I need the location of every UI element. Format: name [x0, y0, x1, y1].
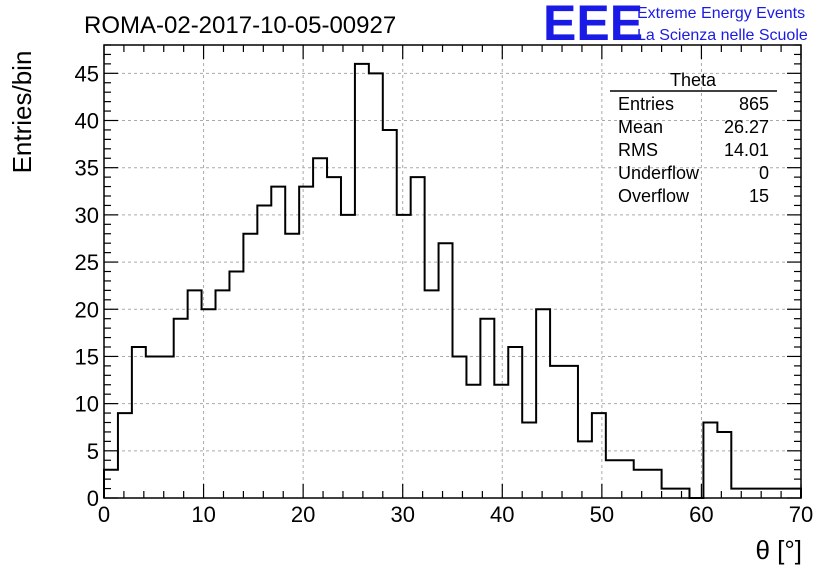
stats-label-entries: Entries	[618, 94, 674, 114]
histogram-bin	[132, 347, 146, 498]
x-tick-label: 70	[789, 502, 813, 527]
histogram-bin	[397, 215, 411, 498]
stats-label-overflow: Overflow	[618, 186, 690, 206]
x-tick-label: 40	[490, 502, 514, 527]
histogram-bin	[285, 234, 299, 498]
histogram-bin	[717, 432, 731, 498]
histogram-bin	[453, 356, 467, 498]
x-tick-label: 10	[191, 502, 215, 527]
y-tick-label: 35	[75, 156, 99, 181]
histogram-bin	[327, 177, 341, 498]
histogram-bin	[676, 489, 690, 498]
x-tick-label: 50	[590, 502, 614, 527]
y-tick-label: 10	[75, 392, 99, 417]
histogram-bin	[703, 423, 717, 499]
histogram-bin	[564, 366, 578, 498]
histogram-bin	[160, 356, 174, 498]
histogram-bin	[508, 347, 522, 498]
histogram-bin	[745, 489, 759, 498]
histogram-bin	[480, 319, 494, 498]
histogram-bin	[439, 243, 453, 498]
histogram-bin	[243, 234, 257, 498]
stats-value-entries: 865	[739, 94, 769, 114]
stats-box: Theta Entries 865 Mean 26.27 RMS 14.01 U…	[610, 70, 777, 206]
histogram-bin	[411, 177, 425, 498]
histogram-bin	[494, 385, 508, 498]
x-axis-title: θ [°]	[755, 535, 802, 565]
run-title: ROMA-02-2017-10-05-00927	[84, 12, 396, 39]
stats-value-underflow: 0	[759, 163, 769, 183]
stats-value-rms: 14.01	[724, 140, 769, 160]
histogram-outline	[103, 62, 802, 499]
stats-label-rms: RMS	[618, 140, 658, 160]
x-tick-label: 0	[98, 502, 110, 527]
histogram-bin	[648, 470, 662, 498]
histogram-bin	[578, 441, 592, 498]
histogram-bin	[313, 158, 327, 498]
histogram-bin	[202, 309, 216, 498]
histogram-bin	[522, 423, 536, 499]
stats-label-underflow: Underflow	[618, 163, 700, 183]
stats-label-mean: Mean	[618, 117, 663, 137]
histogram-bin	[299, 187, 313, 498]
histogram-bin	[383, 130, 397, 498]
y-tick-label: 20	[75, 297, 99, 322]
histogram-bin	[536, 309, 550, 498]
histogram-bin	[731, 489, 745, 498]
histogram-bin	[257, 205, 271, 498]
histogram-bin	[592, 413, 606, 498]
histogram-bin	[773, 489, 787, 498]
y-tick-label: 30	[75, 203, 99, 228]
logo-line-1: Extreme Energy Events	[637, 5, 805, 22]
histogram-bin	[425, 290, 439, 498]
histogram-bin	[662, 489, 676, 498]
stats-value-mean: 26.27	[724, 117, 769, 137]
histogram-bin	[104, 470, 118, 498]
x-tick-label: 60	[689, 502, 713, 527]
y-tick-label: 0	[87, 486, 99, 511]
histogram-bin	[550, 366, 564, 498]
logo-line-2: La Scienza nelle Scuole	[637, 27, 808, 44]
tick-labels: 0 10 20 30 40 50 60 70 0 5 10 15 20 25 30 35 40 45	[75, 61, 814, 527]
histogram-bin	[634, 470, 648, 498]
y-tick-label: 15	[75, 344, 99, 369]
histogram-bin	[229, 272, 243, 499]
histogram-bin	[606, 460, 620, 498]
histogram-bin	[787, 489, 801, 498]
axis-ticks	[103, 44, 802, 499]
histogram-bin	[341, 215, 355, 498]
x-tick-label: 30	[390, 502, 414, 527]
eee-logo-mark: EEE	[543, 0, 643, 51]
histogram-bin	[369, 73, 383, 498]
histogram-bin	[271, 187, 285, 498]
histogram-bin	[355, 64, 369, 498]
stats-title: Theta	[670, 70, 717, 90]
histogram-bin	[216, 290, 230, 498]
y-tick-label: 40	[75, 109, 99, 134]
histogram-bin	[174, 319, 188, 498]
y-tick-label: 5	[87, 439, 99, 464]
stats-value-overflow: 15	[749, 186, 769, 206]
histogram-bin	[466, 385, 480, 498]
y-axis-title: Entries/bin	[7, 51, 37, 174]
y-tick-label: 25	[75, 250, 99, 275]
histogram-bin	[188, 290, 202, 498]
y-tick-label: 45	[75, 61, 99, 86]
histogram-bin	[118, 413, 132, 498]
x-tick-label: 20	[291, 502, 315, 527]
histogram-bin	[146, 356, 160, 498]
